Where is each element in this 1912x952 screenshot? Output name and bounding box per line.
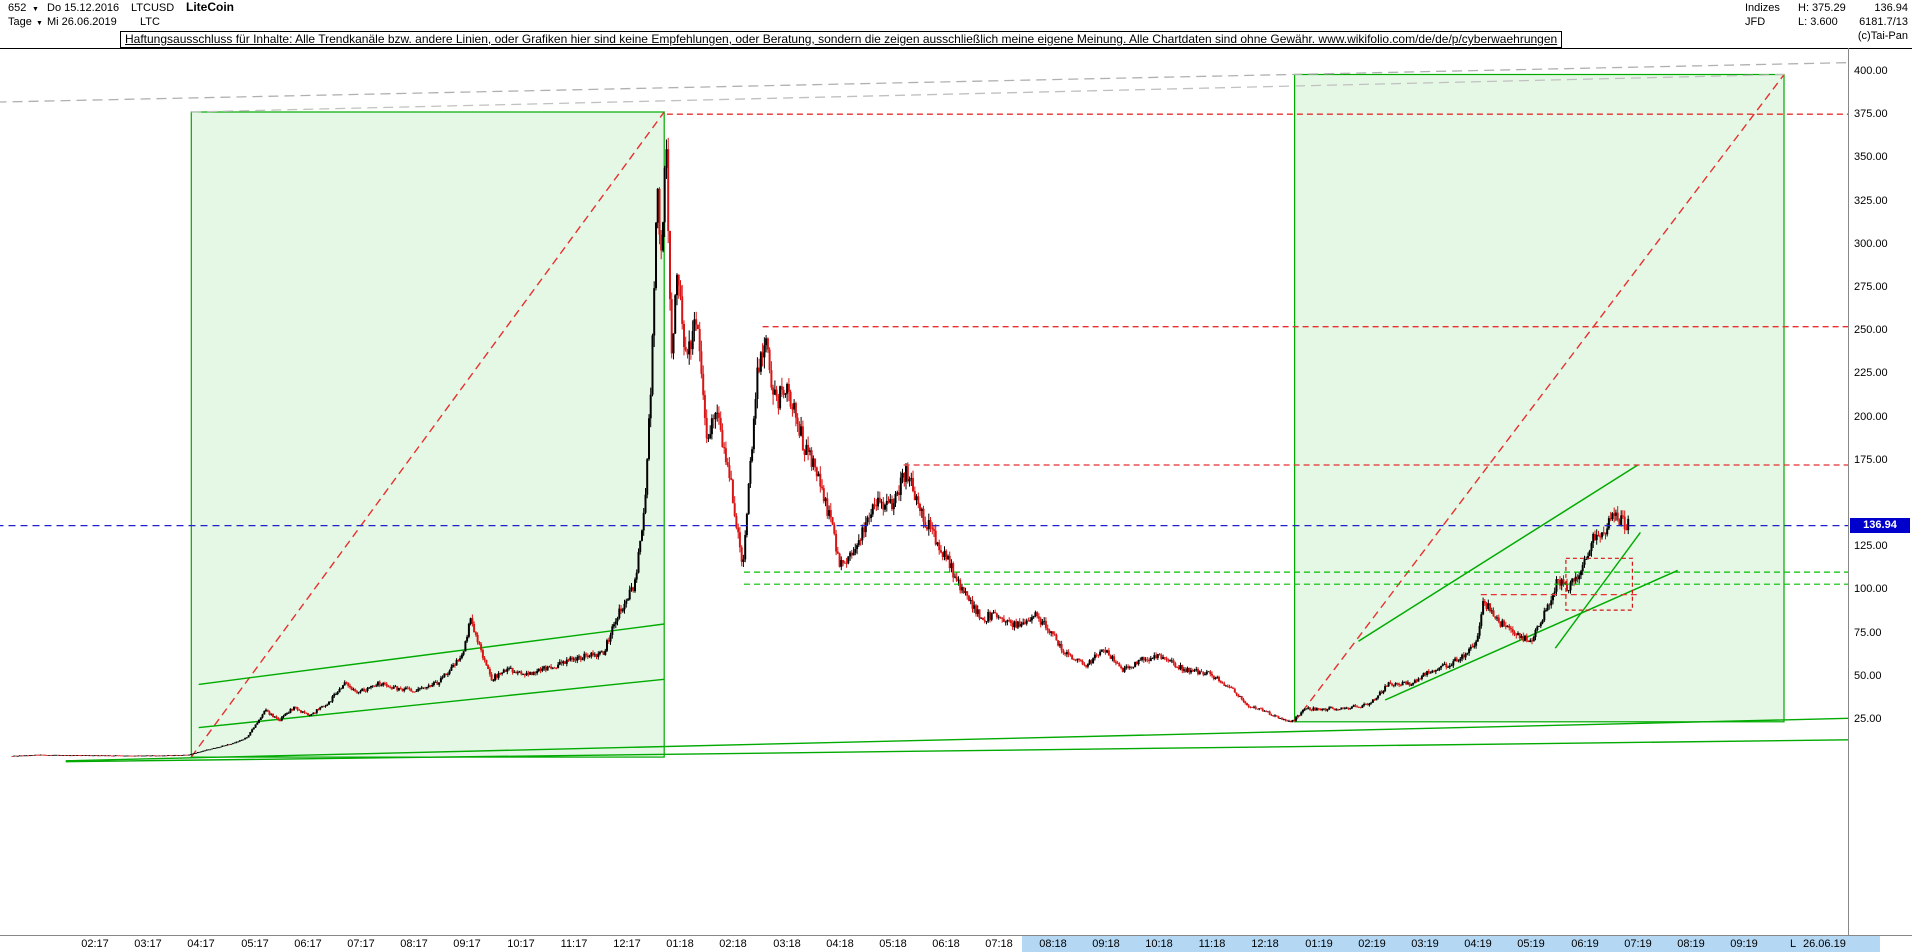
projection-line-lower bbox=[191, 73, 1785, 113]
price-axis-label: 250.00 bbox=[1854, 324, 1888, 336]
price-axis-label: 225.00 bbox=[1854, 367, 1888, 379]
price-axis-label: 400.00 bbox=[1854, 65, 1888, 77]
x-axis-label: 01:19 bbox=[1305, 938, 1333, 950]
price-axis-label: 275.00 bbox=[1854, 281, 1888, 293]
provider-label: JFD bbox=[1745, 16, 1766, 28]
x-axis-label: 04:18 bbox=[826, 938, 854, 950]
instrument-name: LiteCoin bbox=[186, 0, 234, 14]
price-axis-label: 375.00 bbox=[1854, 108, 1888, 120]
price-axis-label: 100.00 bbox=[1854, 583, 1888, 595]
x-axis-label: 07:17 bbox=[347, 938, 375, 950]
last-price-value: 136.94 bbox=[1874, 2, 1908, 14]
x-axis-label: 07:18 bbox=[985, 938, 1013, 950]
x-axis-label: 03:19 bbox=[1411, 938, 1439, 950]
copyright: (c)Tai-Pan bbox=[1857, 30, 1908, 42]
x-axis-label: 06:18 bbox=[932, 938, 960, 950]
x-axis-label: 01:18 bbox=[666, 938, 694, 950]
x-axis-label: 04:19 bbox=[1464, 938, 1492, 950]
range-end-date: Mi 26.06.2019 bbox=[47, 16, 117, 28]
price-axis-label: 125.00 bbox=[1854, 540, 1888, 552]
last-price-badge: 136.94 bbox=[1850, 518, 1910, 533]
x-axis-label: 05:17 bbox=[241, 938, 269, 950]
last-date-label: 26.06.19 bbox=[1803, 938, 1846, 950]
short-symbol: LTC bbox=[140, 16, 160, 28]
candlesticks bbox=[11, 137, 1630, 757]
x-axis-label: 10:17 bbox=[507, 938, 535, 950]
x-axis-label: 02:18 bbox=[719, 938, 747, 950]
x-axis-label: 05:19 bbox=[1517, 938, 1545, 950]
channel-2019-upper bbox=[1358, 464, 1639, 642]
x-axis-label: 03:17 bbox=[134, 938, 162, 950]
price-axis-label: 350.00 bbox=[1854, 151, 1888, 163]
x-axis-label: 12:18 bbox=[1251, 938, 1279, 950]
channel-2017-upper bbox=[198, 623, 665, 686]
x-axis-label: 09:19 bbox=[1730, 938, 1758, 950]
range-start-date: Do 15.12.2016 bbox=[47, 2, 120, 14]
period-high: H: 375.29 bbox=[1798, 2, 1846, 14]
x-axis-label: 03:18 bbox=[773, 938, 801, 950]
x-axis-label: 08:19 bbox=[1677, 938, 1705, 950]
x-axis-label: 09:18 bbox=[1092, 938, 1120, 950]
x-axis-label: 06:19 bbox=[1571, 938, 1599, 950]
x-axis-label: 12:17 bbox=[613, 938, 641, 950]
x-axis-label: 11:18 bbox=[1198, 938, 1226, 950]
consolidation-box-2019 bbox=[1565, 557, 1634, 611]
volume-info: 6181.7/13 bbox=[1859, 16, 1908, 28]
price-axis-label: 200.00 bbox=[1854, 411, 1888, 423]
visible-range-highlight[interactable] bbox=[1022, 936, 1880, 952]
x-axis-label: 11:17 bbox=[560, 938, 588, 950]
last-bar-marker: L bbox=[1790, 938, 1797, 950]
price-axis-label: 325.00 bbox=[1854, 195, 1888, 207]
timeframe: Tage bbox=[8, 16, 32, 28]
x-axis-label: 02:17 bbox=[81, 938, 109, 950]
period-low: L: 3.600 bbox=[1798, 16, 1838, 28]
channel-2019-lower bbox=[1384, 569, 1679, 701]
disclaimer-note: Haftungsausschluss für Inhalte: Alle Tre… bbox=[120, 31, 1563, 48]
projection-line-upper bbox=[0, 61, 1848, 103]
bar-count-dropdown-icon[interactable]: ▼ bbox=[32, 6, 39, 13]
indices-label: Indizes bbox=[1745, 2, 1780, 14]
channel-2017-lower bbox=[198, 678, 665, 729]
price-axis-label: 175.00 bbox=[1854, 454, 1888, 466]
x-axis-label: 02:19 bbox=[1358, 938, 1386, 950]
long-term-support-upper bbox=[65, 717, 1848, 762]
bar-count: 652 bbox=[8, 2, 27, 14]
channel-2019-inner bbox=[1554, 531, 1641, 649]
timeframe-dropdown-icon[interactable]: ▼ bbox=[36, 20, 43, 27]
x-axis-label: 08:17 bbox=[400, 938, 428, 950]
price-axis-label: 300.00 bbox=[1854, 238, 1888, 250]
price-axis-label: 50.00 bbox=[1854, 670, 1882, 682]
x-axis-label: 04:17 bbox=[187, 938, 215, 950]
price-axis-label: 75.00 bbox=[1854, 627, 1882, 639]
long-term-support-lower bbox=[65, 739, 1848, 763]
parabolic-trend-2019 bbox=[1294, 74, 1785, 723]
x-axis-label: 06:17 bbox=[294, 938, 322, 950]
x-axis-label: 08:18 bbox=[1039, 938, 1067, 950]
x-axis-label: 10:18 bbox=[1145, 938, 1173, 950]
price-axis-label: 25.00 bbox=[1854, 713, 1882, 725]
x-axis-label: 05:18 bbox=[879, 938, 907, 950]
parabolic-trend-2017 bbox=[190, 111, 665, 758]
x-axis-label: 07:19 bbox=[1624, 938, 1652, 950]
x-axis-label: 09:17 bbox=[453, 938, 481, 950]
symbol-code: LTCUSD bbox=[131, 2, 175, 14]
